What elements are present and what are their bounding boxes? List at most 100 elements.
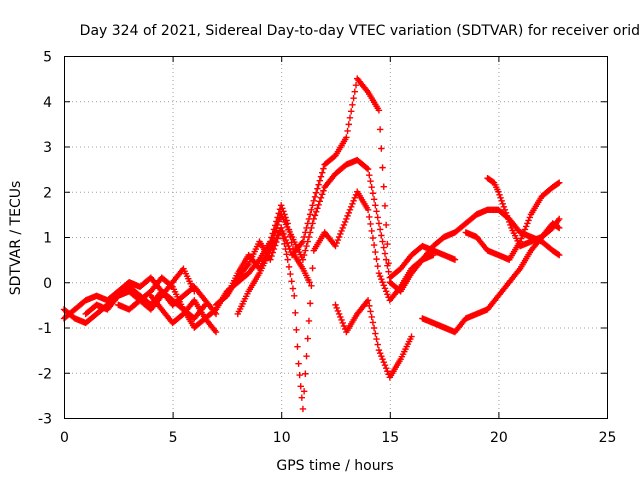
data-point <box>378 145 385 152</box>
data-point <box>525 217 532 224</box>
data-point <box>334 307 342 315</box>
data-point <box>347 108 355 115</box>
data-point <box>507 221 514 229</box>
data-point <box>337 313 344 321</box>
data-point <box>295 360 302 367</box>
data-point <box>316 198 324 205</box>
data-point <box>312 189 320 196</box>
y-tick-labels: -3 -2 -1 0 1 2 3 4 5 <box>38 50 52 428</box>
data-point <box>372 202 379 209</box>
data-point <box>554 180 562 187</box>
data-point <box>381 250 389 257</box>
data-point <box>285 242 292 250</box>
data-point <box>382 256 390 263</box>
data-point <box>368 313 375 321</box>
data-point <box>385 268 392 275</box>
x-tick-label: 20 <box>490 430 508 446</box>
data-point <box>376 273 384 280</box>
x-axis-label: GPS time / hours <box>276 458 393 474</box>
data-point <box>191 288 198 295</box>
data-point <box>347 203 355 211</box>
data-point <box>339 319 346 327</box>
data-point <box>498 197 505 204</box>
data-point <box>503 212 511 220</box>
data-point <box>350 197 357 204</box>
data-point <box>519 232 526 239</box>
data-point <box>302 370 309 377</box>
data-point <box>319 169 326 176</box>
data-point <box>314 185 321 192</box>
data-point <box>340 322 348 330</box>
data-point <box>300 233 308 241</box>
data-point <box>374 341 381 348</box>
data-point <box>500 203 508 211</box>
data-point <box>316 177 324 184</box>
data-point <box>299 238 307 245</box>
data-point <box>337 230 344 238</box>
data-point <box>345 121 352 128</box>
data-point <box>317 194 325 201</box>
data-point <box>338 227 345 235</box>
data-point <box>370 241 378 249</box>
data-point <box>554 223 562 231</box>
data-point <box>299 405 307 413</box>
data-point <box>332 242 339 250</box>
data-point <box>382 288 390 295</box>
y-tick-label: 4 <box>43 95 52 111</box>
data-point <box>381 285 389 292</box>
data-point <box>279 205 286 212</box>
data-point <box>281 240 288 247</box>
data-point <box>554 251 562 258</box>
data-point <box>375 107 383 114</box>
data-point <box>285 263 293 271</box>
data-point <box>373 255 380 263</box>
data-point <box>333 239 340 247</box>
data-point <box>280 235 287 242</box>
y-tick-label: 2 <box>43 185 52 201</box>
data-point <box>287 270 294 278</box>
data-point <box>384 368 391 375</box>
series-track-3 <box>82 265 198 318</box>
data-point <box>320 187 327 194</box>
data-point <box>335 233 343 241</box>
series-track-2 <box>60 274 220 322</box>
data-point <box>378 352 385 360</box>
data-point <box>375 270 383 277</box>
data-point <box>335 310 343 318</box>
data-point <box>381 362 389 369</box>
data-point <box>339 224 346 232</box>
series-track-12 <box>484 174 563 250</box>
data-point <box>363 164 371 172</box>
series-track-4 <box>115 274 220 336</box>
data-point <box>364 165 372 173</box>
data-point <box>344 127 351 135</box>
data-point <box>381 202 389 210</box>
data-point <box>341 218 349 226</box>
data-point <box>372 248 379 256</box>
data-point <box>340 221 348 229</box>
data-point <box>292 309 299 316</box>
data-point <box>497 194 504 201</box>
data-point <box>302 229 309 236</box>
data-point <box>346 206 354 214</box>
data-point <box>304 220 311 227</box>
data-point <box>315 181 322 188</box>
data-point <box>267 256 274 263</box>
data-point <box>351 88 359 95</box>
data-point <box>496 191 503 198</box>
data-point <box>380 244 387 251</box>
data-point <box>283 251 290 258</box>
x-tick-label: 0 <box>60 430 69 446</box>
tick-layer <box>64 56 608 419</box>
data-point <box>279 230 286 237</box>
y-tick-label: 1 <box>43 231 52 247</box>
data-point <box>350 95 357 102</box>
series-track-8 <box>234 188 437 413</box>
data-point <box>385 259 392 267</box>
data-point <box>378 232 385 239</box>
data-point <box>282 245 289 253</box>
data-point <box>306 300 314 307</box>
data-point <box>368 227 375 235</box>
data-point <box>556 179 563 186</box>
